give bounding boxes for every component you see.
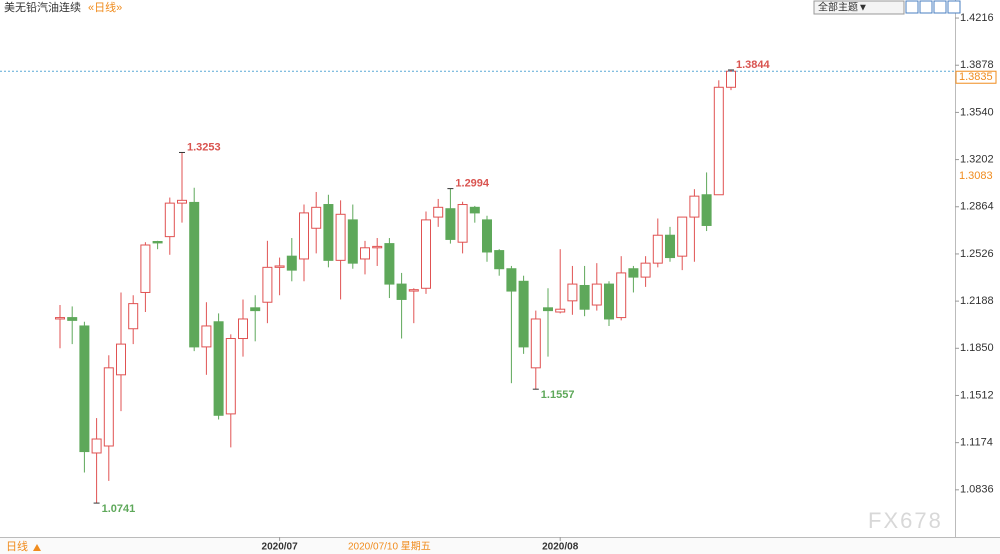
y-tick-label: 1.4216 xyxy=(960,12,994,24)
last-price-box xyxy=(955,70,997,84)
candle-body xyxy=(530,318,541,369)
candle-body xyxy=(164,202,175,238)
candle-body xyxy=(189,201,200,348)
candle-body xyxy=(372,245,383,249)
period-arrow[interactable] xyxy=(33,544,41,551)
candle-body xyxy=(579,284,590,310)
candle-body xyxy=(457,204,468,243)
candle-body xyxy=(91,438,102,454)
toolbar-icons[interactable] xyxy=(905,0,961,14)
candle-body xyxy=(311,206,322,229)
period-label[interactable]: 日线 xyxy=(6,539,28,553)
x-tick-label: 2020/08 xyxy=(542,542,579,553)
y-tick-label: 1.3202 xyxy=(960,153,994,165)
candle-body xyxy=(445,208,456,240)
candle-body xyxy=(408,289,419,292)
y-tick-label: 1.1512 xyxy=(960,389,994,401)
candle-body xyxy=(347,219,358,264)
theme-button-box[interactable] xyxy=(813,0,905,15)
candle-body xyxy=(482,219,492,253)
candle-body xyxy=(262,266,273,303)
candle-body xyxy=(591,283,602,306)
candle-body xyxy=(225,338,236,415)
y-tick-label: 1.2864 xyxy=(960,201,994,213)
bottom-bar xyxy=(0,538,1000,554)
candle-body xyxy=(652,234,663,264)
candle-body xyxy=(494,250,505,270)
candle-body xyxy=(469,206,480,214)
candle-body xyxy=(250,307,261,312)
candle-body xyxy=(103,367,114,447)
candle-body xyxy=(396,283,407,300)
candle-body xyxy=(677,216,688,257)
theme-button[interactable]: 全部主题▼ xyxy=(818,1,868,14)
candle-body xyxy=(640,262,651,278)
low-label: 1.1557 xyxy=(541,389,575,401)
price-marker-label: 1.3083 xyxy=(959,170,993,182)
y-tick-label: 1.2188 xyxy=(960,295,994,307)
candle-body xyxy=(323,204,334,261)
candle-body xyxy=(55,317,65,320)
candle-body xyxy=(616,272,627,319)
candle-body xyxy=(274,265,285,268)
candle-body xyxy=(140,244,151,293)
candle-body xyxy=(665,234,675,259)
watermark: FX678 xyxy=(868,508,943,533)
x-tick-label: 2020/07 xyxy=(262,542,299,553)
candle-body xyxy=(79,325,90,453)
chart-subtitle: «日线» xyxy=(88,0,122,14)
cursor-label: 2020/07/10 星期五 xyxy=(348,541,431,553)
y-tick-label: 1.3878 xyxy=(960,59,994,71)
y-tick-label: 1.3540 xyxy=(960,106,994,118)
candle-body xyxy=(421,219,431,289)
candle-body xyxy=(238,318,248,340)
high-label: 1.3844 xyxy=(736,59,771,71)
candle-body xyxy=(213,321,224,416)
candle-body xyxy=(555,308,566,313)
candle-body xyxy=(201,325,212,348)
last-price-label: 1.3835 xyxy=(959,71,993,83)
y-tick-label: 1.1174 xyxy=(960,437,993,449)
candle-body xyxy=(628,268,639,278)
y-tick-label: 1.2526 xyxy=(960,248,994,260)
low-label: 1.0741 xyxy=(102,503,136,515)
high-label: 1.2994 xyxy=(455,178,490,190)
chart-title: 美无铅汽油连续 xyxy=(4,0,81,14)
candle-body xyxy=(128,303,139,330)
candle-body xyxy=(713,86,724,196)
candle-body xyxy=(689,195,700,218)
candle-body xyxy=(177,199,187,204)
candle-body xyxy=(152,241,163,244)
candle-body xyxy=(567,283,578,302)
candle-body xyxy=(506,268,517,292)
y-tick-label: 1.1850 xyxy=(960,342,994,354)
candle-body xyxy=(543,307,553,312)
candle-body xyxy=(360,247,370,260)
candle-body xyxy=(433,206,444,218)
candle-body xyxy=(286,255,297,271)
candle-body xyxy=(335,213,346,261)
high-label: 1.3253 xyxy=(187,141,221,153)
candle-body xyxy=(701,194,712,226)
y-tick-label: 1.0836 xyxy=(960,484,994,496)
candle-body xyxy=(604,283,614,320)
candle-body xyxy=(67,317,78,321)
candle-body xyxy=(518,280,529,348)
candle-body xyxy=(116,343,126,376)
candle-body xyxy=(726,70,736,88)
candle-body xyxy=(299,212,309,260)
candle-body xyxy=(384,243,395,285)
